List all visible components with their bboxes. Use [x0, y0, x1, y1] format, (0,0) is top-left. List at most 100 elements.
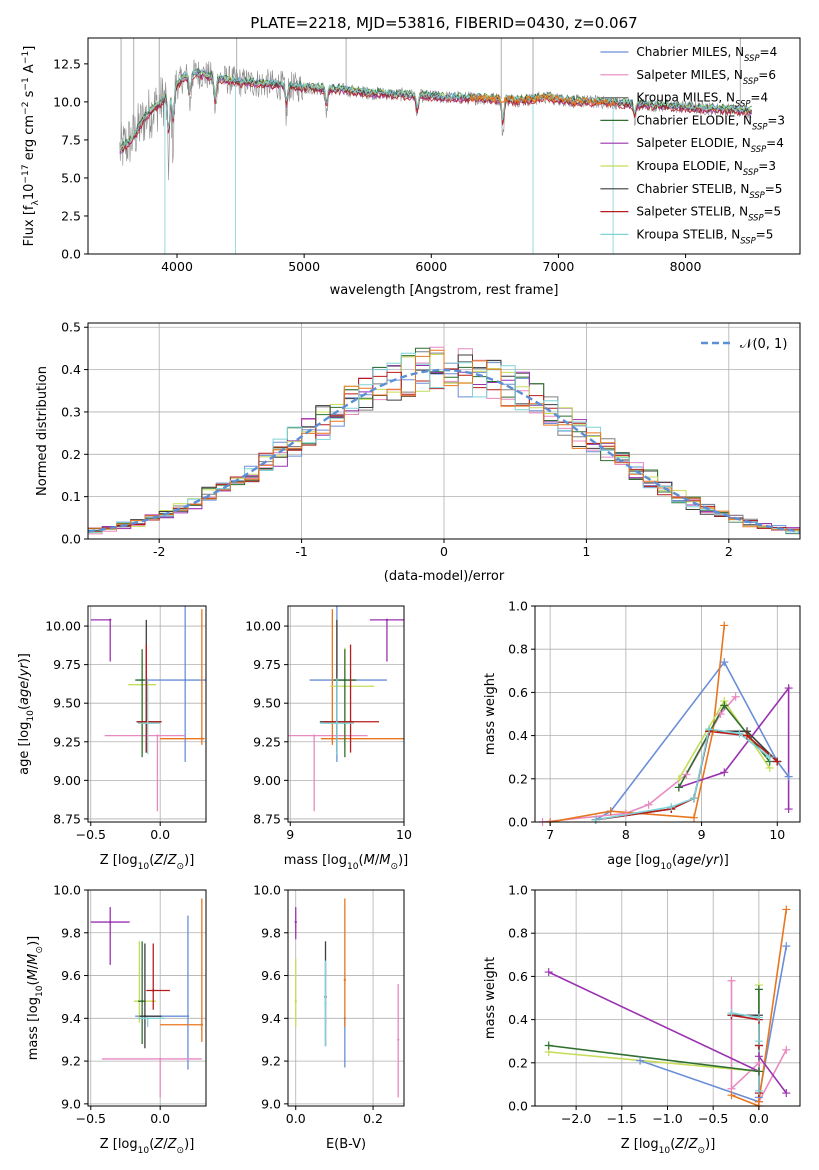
- spectrum-xtick-label: 6000: [415, 259, 447, 274]
- weight-marker: [754, 985, 763, 994]
- mass-vs-z-panel-ytick-label: 9.0: [61, 1096, 81, 1111]
- weight-marker: [784, 684, 793, 693]
- errorbar-point: [156, 734, 159, 737]
- weight-marker: [690, 794, 698, 803]
- weight-marker: [690, 813, 698, 822]
- mass-vs-ebv-panel-ytick-label: 9.6: [261, 968, 281, 983]
- legend-label: Kroupa STELIB, NSSP=5: [636, 227, 773, 245]
- legend-label: Chabrier STELIB, NSSP=5: [636, 182, 782, 200]
- weight-marker: [720, 768, 729, 777]
- legend-label: Salpeter ELODIE, NSSP=4: [636, 136, 784, 154]
- weight-marker: [773, 757, 782, 766]
- age-vs-z-panel-ytick-label: 10.00: [45, 619, 81, 634]
- errorbar-point: [200, 1023, 204, 1026]
- weight-marker: [754, 1097, 763, 1106]
- weight-vs-age-panel-ytick-label: 0.6: [508, 685, 528, 700]
- errorbar-point: [312, 734, 316, 737]
- errorbar-point: [331, 737, 334, 740]
- errorbar-point: [140, 678, 144, 682]
- legend-label: Chabrier ELODIE, NSSP=3: [636, 113, 785, 131]
- weight-marker: [705, 725, 714, 734]
- weight-marker: [782, 1045, 791, 1054]
- weight-vs-z-xlabel: Z [log10(Z/Z⊙)]: [621, 1137, 716, 1156]
- mass-vs-z-panel-ytick-label: 9.4: [61, 1011, 81, 1026]
- weight-marker: [735, 729, 744, 738]
- normal-curve: [88, 368, 800, 533]
- age-vs-mass-panel-frame: [287, 605, 405, 823]
- weight-vs-z-panel-ytick-label: 0.2: [508, 1055, 528, 1070]
- weight-marker: [720, 621, 729, 630]
- mass-vs-z-panel-xtick-label: −0.5: [76, 1111, 106, 1126]
- weight-marker: [644, 800, 653, 809]
- age-vs-mass-panel-ytick-label: 8.75: [253, 811, 281, 826]
- errorbar-point: [343, 678, 347, 682]
- mass-vs-z-panel-ytick-label: 10.0: [53, 883, 81, 898]
- legend-label: Salpeter MILES, NSSP=6: [636, 68, 776, 86]
- spectrum-panel-plot-area: [119, 38, 753, 254]
- weight-marker: [636, 1056, 645, 1065]
- mass-vs-z-panel-plot-area: [88, 890, 206, 1106]
- weight-vs-age-panel-ytick-label: 0.0: [508, 815, 528, 830]
- weight-marker: [754, 1067, 763, 1076]
- errorbar-point: [140, 1000, 144, 1003]
- weight-vs-age-ylabel: mass weight: [483, 673, 498, 755]
- mass-vs-ebv-panel-ytick-label: 9.8: [261, 925, 281, 940]
- errorbar-point: [349, 720, 352, 723]
- mass-vs-ebv-panel-ytick-label: 10.0: [253, 883, 281, 898]
- weight-marker: [782, 942, 791, 951]
- residual-ytick-label: 0.4: [61, 362, 81, 377]
- mass-vs-ebv-panel: [284, 889, 405, 1110]
- age-vs-z-panel-xtick-label: −0.5: [76, 827, 106, 842]
- age-vs-z-panel-ytick-label: 8.75: [53, 811, 81, 826]
- weight-marker: [784, 805, 793, 814]
- errorbar-point: [397, 1038, 400, 1041]
- weight-vs-z-panel-ytick-label: 1.0: [508, 883, 528, 898]
- weight-vs-age-xlabel: age [log10(age/yr)]: [607, 853, 729, 872]
- errorbar-point: [145, 720, 148, 723]
- weight-marker: [782, 905, 791, 914]
- weight-marker: [544, 968, 553, 977]
- spectrum-ytick-label: 7.5: [61, 132, 81, 147]
- errorbar-point: [109, 920, 112, 924]
- age-vs-mass-xlabel: mass [log10(M/M⊙)]: [284, 853, 408, 872]
- residual-hist-step: [88, 349, 800, 531]
- age-ylabel: age [log10(age/yr)]: [17, 653, 36, 775]
- errorbar-point: [324, 1002, 327, 1005]
- weight-line: [595, 728, 771, 821]
- spectrum-xtick-label: 5000: [288, 259, 320, 274]
- mass-vs-z-panel-ytick-label: 9.2: [61, 1054, 81, 1069]
- age-vs-mass-panel-ytick-label: 9.25: [253, 734, 281, 749]
- mass-vs-ebv-panel-ytick-label: 9.4: [261, 1011, 281, 1026]
- errorbar-point: [385, 618, 389, 622]
- errorbar-point: [109, 618, 112, 622]
- spectrum-xtick-label: 4000: [161, 259, 193, 274]
- mass-vs-z-panel-ytick-label: 9.6: [61, 968, 81, 983]
- weight-vs-age-panel-xtick-label: 9: [698, 827, 706, 842]
- weight-marker: [765, 753, 774, 762]
- weight-marker: [591, 815, 600, 824]
- weight-marker: [621, 809, 630, 818]
- errorbar-point: [146, 1017, 149, 1020]
- spectrum-ytick-label: 10.0: [53, 94, 81, 109]
- errorbar-point: [143, 1014, 147, 1018]
- weight-vs-z-panel-xtick-label: −2.0: [561, 1111, 591, 1126]
- errorbar-point: [343, 978, 347, 982]
- spectrum-data-line: [119, 59, 752, 181]
- weight-vs-z-panel-xtick-label: −1.0: [652, 1111, 682, 1126]
- age-vs-mass-panel-xtick-label: 9: [286, 827, 294, 842]
- residual-panel: [84, 322, 801, 543]
- weight-marker: [674, 783, 683, 792]
- legend-label: Kroupa MILES, NSSP=4: [636, 91, 768, 109]
- weight-vs-z-panel-xtick-label: 0.0: [749, 1111, 769, 1126]
- mass-ylabel: mass [log10(M/M⊙)]: [26, 936, 45, 1060]
- residual-panel-plot-area: [88, 323, 800, 539]
- mass-vs-z-panel-xtick-label: 0.0: [150, 1111, 170, 1126]
- weight-vs-age-panel-ytick-label: 0.4: [508, 728, 528, 743]
- errorbar-point: [294, 1000, 297, 1003]
- weight-marker: [727, 1091, 736, 1100]
- weight-vs-z-panel-ytick-label: 0.0: [508, 1099, 528, 1114]
- age-vs-z-panel: [84, 605, 207, 826]
- errorbar-point: [335, 722, 339, 725]
- spectrum-legend: Chabrier MILES, NSSP=4 Salpeter MILES, NS…: [600, 45, 785, 245]
